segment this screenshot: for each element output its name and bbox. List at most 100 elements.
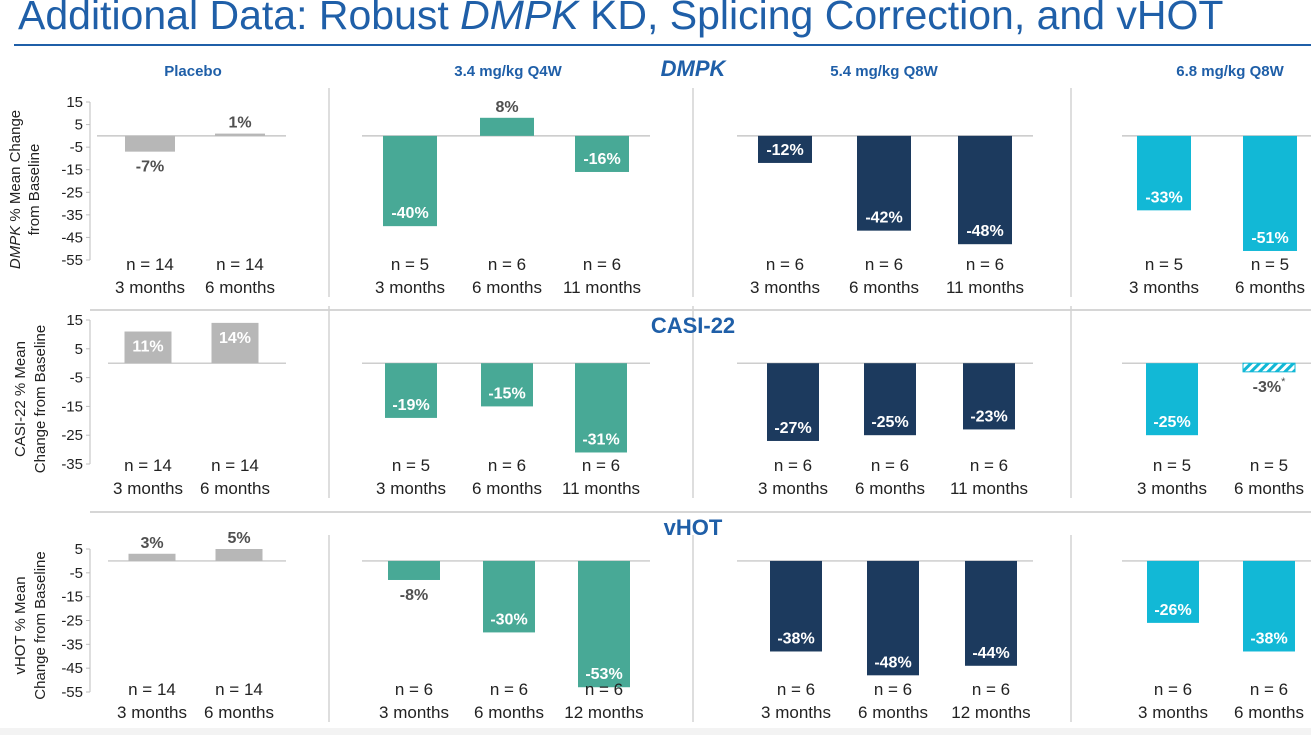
category-time-label: 3 months xyxy=(375,278,445,297)
bar-value-label: -25% xyxy=(1153,414,1190,431)
category-time-label: 6 months xyxy=(1235,278,1305,297)
category-time-label: 6 months xyxy=(205,278,275,297)
y-tick-label: -55 xyxy=(61,684,83,701)
category-time-label: 11 months xyxy=(563,278,641,297)
category-time-label: 3 months xyxy=(1129,278,1199,297)
y-tick-label: 5 xyxy=(75,341,83,358)
category-time-label: 12 months xyxy=(951,703,1030,722)
category-n-label: n = 5 xyxy=(1153,456,1191,475)
bar-value-label: -23% xyxy=(970,408,1007,425)
category-n-label: n = 5 xyxy=(1251,255,1289,274)
category-n-label: n = 14 xyxy=(216,255,264,274)
category-time-label: 11 months xyxy=(562,479,640,498)
y-tick-label: -35 xyxy=(61,207,83,224)
category-time-label: 6 months xyxy=(472,479,542,498)
bar xyxy=(1243,135,1297,251)
bar xyxy=(578,560,630,688)
panel-title: DMPK xyxy=(661,56,728,81)
category-time-label: 11 months xyxy=(946,278,1024,297)
bar-value-label: -3%* xyxy=(1253,376,1286,396)
category-time-label: 3 months xyxy=(117,703,187,722)
category-time-label: 3 months xyxy=(115,278,185,297)
category-time-label: 6 months xyxy=(858,703,928,722)
bar xyxy=(963,363,1015,430)
group-header: 6.8 mg/kg Q8W xyxy=(1176,63,1284,80)
category-n-label: n = 6 xyxy=(488,255,526,274)
category-n-label: n = 14 xyxy=(128,680,176,699)
category-n-label: n = 6 xyxy=(865,255,903,274)
bar-value-label: -44% xyxy=(972,645,1009,662)
bar-value-label: 5% xyxy=(227,530,250,547)
bar-value-label: -51% xyxy=(1251,230,1288,247)
bar-value-label: -19% xyxy=(392,397,429,414)
category-time-label: 3 months xyxy=(1137,479,1207,498)
bar-value-label: -8% xyxy=(400,587,428,604)
bar xyxy=(767,363,819,441)
category-n-label: n = 6 xyxy=(490,680,528,699)
bar-value-label: -7% xyxy=(136,159,164,176)
bar xyxy=(383,135,437,227)
category-time-label: 6 months xyxy=(849,278,919,297)
bar-value-label: 3% xyxy=(140,535,163,552)
y-tick-label: -35 xyxy=(61,456,83,473)
category-time-label: 6 months xyxy=(200,479,270,498)
category-n-label: n = 6 xyxy=(970,456,1008,475)
page-title-suffix: KD, Splicing Correction, and vHOT xyxy=(578,0,1224,38)
y-tick-label: -45 xyxy=(61,660,83,677)
category-n-label: n = 6 xyxy=(774,456,812,475)
page-title: Additional Data: Robust DMPK KD, Splicin… xyxy=(18,0,1223,39)
category-time-label: 6 months xyxy=(474,703,544,722)
panel-title: CASI-22 xyxy=(651,313,735,338)
y-tick-label: -15 xyxy=(61,589,83,606)
category-n-label: n = 6 xyxy=(585,680,623,699)
y-tick-label: -15 xyxy=(61,398,83,415)
bar xyxy=(215,549,263,561)
category-time-label: 12 months xyxy=(564,703,643,722)
bar xyxy=(388,560,440,580)
category-time-label: 6 months xyxy=(1234,703,1304,722)
bar-value-label: -15% xyxy=(488,385,525,402)
category-n-label: n = 6 xyxy=(1154,680,1192,699)
y-tick-label: 15 xyxy=(66,94,83,111)
y-tick-label: -5 xyxy=(70,139,83,156)
bar xyxy=(1146,363,1198,436)
bar-value-label: -48% xyxy=(874,654,911,671)
footer-band xyxy=(0,728,1311,735)
bar xyxy=(575,363,627,453)
page-title-prefix: Additional Data: Robust xyxy=(18,0,461,38)
category-n-label: n = 14 xyxy=(211,456,259,475)
y-tick-label: -5 xyxy=(70,370,83,387)
category-time-label: 3 months xyxy=(758,479,828,498)
bar xyxy=(128,553,176,561)
bar-value-label: 1% xyxy=(228,115,251,132)
bar xyxy=(483,560,535,633)
bar xyxy=(480,117,534,136)
group-header: Placebo xyxy=(164,63,222,80)
bar xyxy=(758,135,812,163)
group-header: 3.4 mg/kg Q4W xyxy=(454,63,562,80)
bar xyxy=(385,363,437,418)
category-time-label: 3 months xyxy=(1138,703,1208,722)
category-time-label: 6 months xyxy=(472,278,542,297)
bar-value-label: -38% xyxy=(777,630,814,647)
category-n-label: n = 6 xyxy=(582,456,620,475)
panel-title: vHOT xyxy=(664,515,723,540)
y-tick-label: -25 xyxy=(61,427,83,444)
y-axis-label-line2: from Baseline xyxy=(26,144,43,236)
bar-value-label: -30% xyxy=(490,611,527,628)
bar-value-label: -40% xyxy=(391,205,428,222)
category-time-label: 11 months xyxy=(950,479,1028,498)
bar-value-label: -42% xyxy=(865,210,902,227)
y-axis-label-line2: Change from Baseline xyxy=(32,551,49,699)
bar-value-label: -38% xyxy=(1250,630,1287,647)
category-time-label: 3 months xyxy=(379,703,449,722)
category-n-label: n = 5 xyxy=(392,456,430,475)
y-tick-label: -25 xyxy=(61,184,83,201)
category-n-label: n = 6 xyxy=(395,680,433,699)
title-rule xyxy=(14,44,1311,46)
category-n-label: n = 6 xyxy=(871,456,909,475)
bar xyxy=(125,135,175,152)
bar-value-label: -53% xyxy=(585,666,622,683)
bar-value-label: -31% xyxy=(582,431,619,448)
